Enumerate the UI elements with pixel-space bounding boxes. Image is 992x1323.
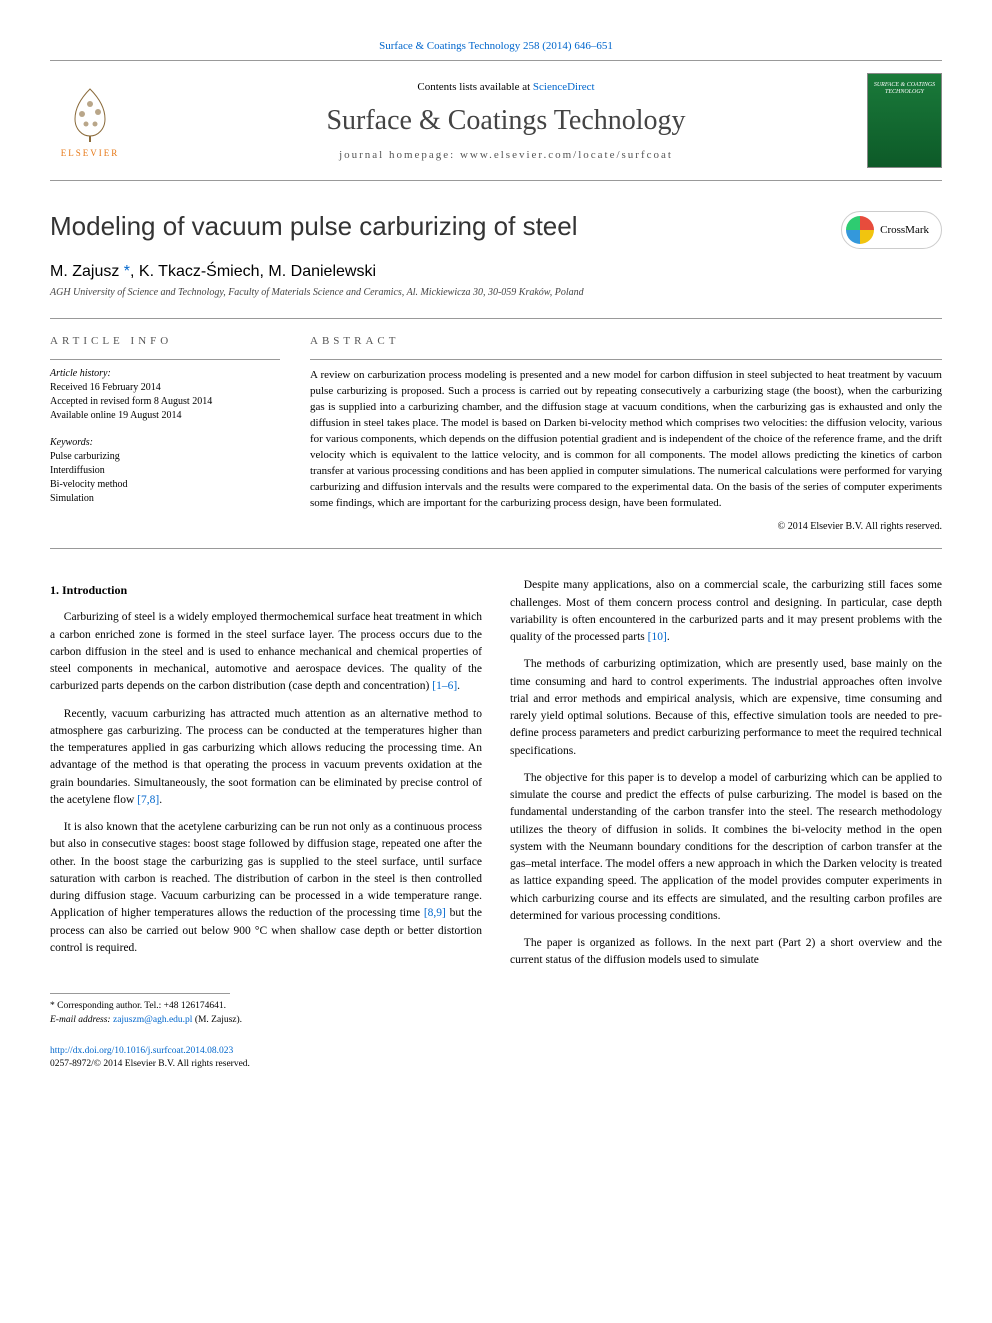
crossmark-icon (846, 216, 874, 244)
email-label: E-mail address: (50, 1015, 113, 1025)
footnote-rule (50, 993, 230, 994)
email-line: E-mail address: zajuszm@agh.edu.pl (M. Z… (50, 1014, 942, 1027)
para-4-text: Despite many applications, also on a com… (510, 579, 942, 643)
contents-line: Contents lists available at ScienceDirec… (145, 81, 867, 93)
para-1-end: . (457, 680, 460, 692)
journal-homepage: journal homepage: www.elsevier.com/locat… (145, 149, 867, 161)
doi-link[interactable]: http://dx.doi.org/10.1016/j.surfcoat.201… (50, 1046, 233, 1056)
intro-heading: 1. Introduction (50, 581, 482, 599)
article-info-block: ARTICLE INFO Article history: Received 1… (50, 335, 280, 532)
para-4-end: . (667, 631, 670, 643)
crossmark-label: CrossMark (880, 224, 929, 236)
abstract-label: ABSTRACT (310, 335, 942, 347)
abstract-copyright: © 2014 Elsevier B.V. All rights reserved… (310, 521, 942, 532)
ref-10[interactable]: [10] (648, 631, 667, 643)
article-title: Modeling of vacuum pulse carburizing of … (50, 211, 578, 242)
journal-cover-thumbnail: SURFACE & COATINGS TECHNOLOGY (867, 73, 942, 168)
cover-title: SURFACE & COATINGS TECHNOLOGY (868, 74, 941, 96)
keyword-1: Pulse carburizing (50, 450, 280, 464)
author-1: M. Zajusz (50, 263, 119, 280)
issue-citation-link[interactable]: Surface & Coatings Technology 258 (2014)… (379, 40, 613, 52)
article-info-label: ARTICLE INFO (50, 335, 280, 347)
crossmark-badge[interactable]: CrossMark (841, 211, 942, 249)
contents-prefix: Contents lists available at (417, 81, 532, 93)
article-body: 1. Introduction Carburizing of steel is … (50, 577, 942, 973)
keyword-2: Interdiffusion (50, 464, 280, 478)
affiliation: AGH University of Science and Technology… (50, 287, 942, 298)
abstract-block: ABSTRACT A review on carburization proce… (310, 335, 942, 532)
para-3-cont: process can also be carried out below 90… (50, 925, 482, 954)
history-online: Available online 19 August 2014 (50, 409, 280, 423)
sciencedirect-link[interactable]: ScienceDirect (533, 81, 595, 93)
corresponding-star[interactable]: * (119, 263, 130, 280)
journal-header: ELSEVIER Contents lists available at Sci… (50, 60, 942, 181)
abstract-text: A review on carburization process modeli… (310, 368, 942, 511)
history-label: Article history: (50, 368, 280, 379)
authors-line: M. Zajusz *, K. Tkacz-Śmiech, M. Daniele… (50, 263, 942, 281)
publisher-logo: ELSEVIER (50, 76, 130, 166)
keyword-4: Simulation (50, 492, 280, 506)
keywords-label: Keywords: (50, 437, 280, 448)
corresponding-note: * Corresponding author. Tel.: +48 126174… (50, 1000, 942, 1013)
email-suffix: (M. Zajusz). (192, 1015, 242, 1025)
para-1-text: Carburizing of steel is a widely employe… (50, 611, 482, 692)
ref-8-9[interactable]: [8,9] (424, 907, 446, 919)
para-6: The objective for this paper is to devel… (510, 770, 942, 925)
para-3-text: It is also known that the acetylene carb… (50, 821, 482, 919)
publisher-name: ELSEVIER (61, 148, 120, 158)
keyword-3: Bi-velocity method (50, 478, 280, 492)
history-accepted: Accepted in revised form 8 August 2014 (50, 395, 280, 409)
issn-copyright: 0257-8972/© 2014 Elsevier B.V. All right… (50, 1059, 250, 1069)
elsevier-tree-icon (60, 84, 120, 144)
para-2-text: Recently, vacuum carburizing has attract… (50, 708, 482, 806)
ref-1-6[interactable]: [1–6] (432, 680, 457, 692)
para-7: The paper is organized as follows. In th… (510, 935, 942, 970)
email-link[interactable]: zajuszm@agh.edu.pl (113, 1015, 192, 1025)
para-4: Despite many applications, also on a com… (510, 577, 942, 646)
para-5: The methods of carburizing optimization,… (510, 656, 942, 760)
homepage-prefix: journal homepage: (339, 149, 460, 161)
para-1: Carburizing of steel is a widely employe… (50, 609, 482, 695)
journal-name: Surface & Coatings Technology (145, 105, 867, 137)
para-2-end: . (159, 794, 162, 806)
ref-7-8[interactable]: [7,8] (137, 794, 159, 806)
history-received: Received 16 February 2014 (50, 381, 280, 395)
issue-citation: Surface & Coatings Technology 258 (2014)… (50, 40, 942, 52)
para-3-mid: but the (446, 907, 482, 919)
authors-rest: , K. Tkacz-Śmiech, M. Danielewski (130, 263, 376, 280)
para-2: Recently, vacuum carburizing has attract… (50, 706, 482, 810)
para-3: It is also known that the acetylene carb… (50, 819, 482, 957)
homepage-url: www.elsevier.com/locate/surfcoat (460, 149, 673, 161)
